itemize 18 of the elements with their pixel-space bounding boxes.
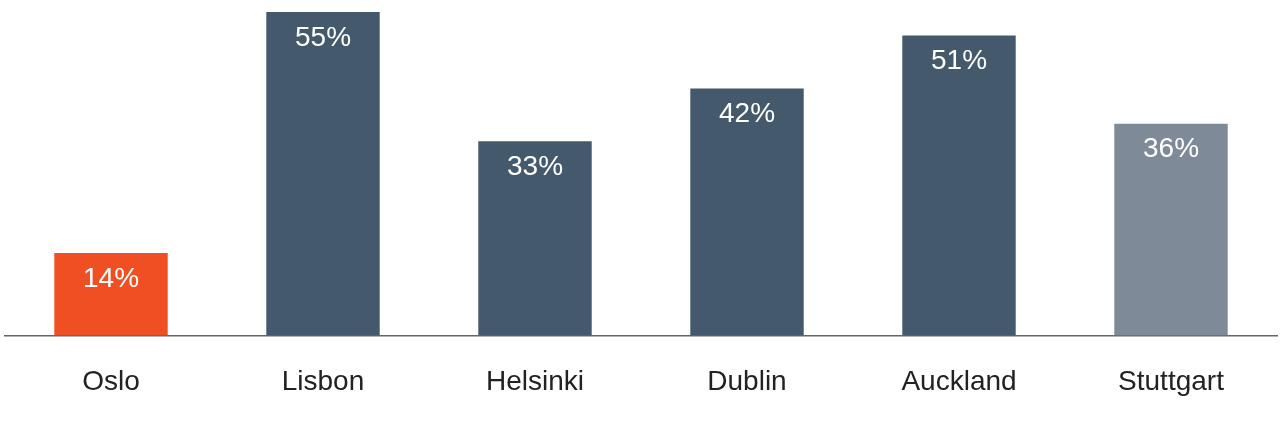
x-tick-label: Dublin — [707, 364, 787, 396]
x-tick-label: Stuttgart — [1118, 364, 1225, 396]
x-tick-label: Helsinki — [485, 364, 585, 396]
data-label: 55% — [294, 20, 352, 52]
data-label: 36% — [1142, 132, 1200, 164]
bar — [1114, 123, 1228, 336]
data-label: 14% — [82, 261, 140, 293]
data-label: 33% — [506, 150, 564, 182]
x-tick-label: Auckland — [901, 364, 1017, 396]
data-label: 51% — [930, 44, 988, 76]
x-tick-label: Lisbon — [281, 364, 365, 396]
x-tick-label: Oslo — [82, 364, 140, 396]
bar — [266, 12, 380, 336]
data-label: 42% — [718, 97, 776, 129]
bar — [902, 35, 1016, 336]
bar — [478, 141, 592, 336]
bar — [54, 253, 168, 336]
bar — [690, 88, 804, 336]
